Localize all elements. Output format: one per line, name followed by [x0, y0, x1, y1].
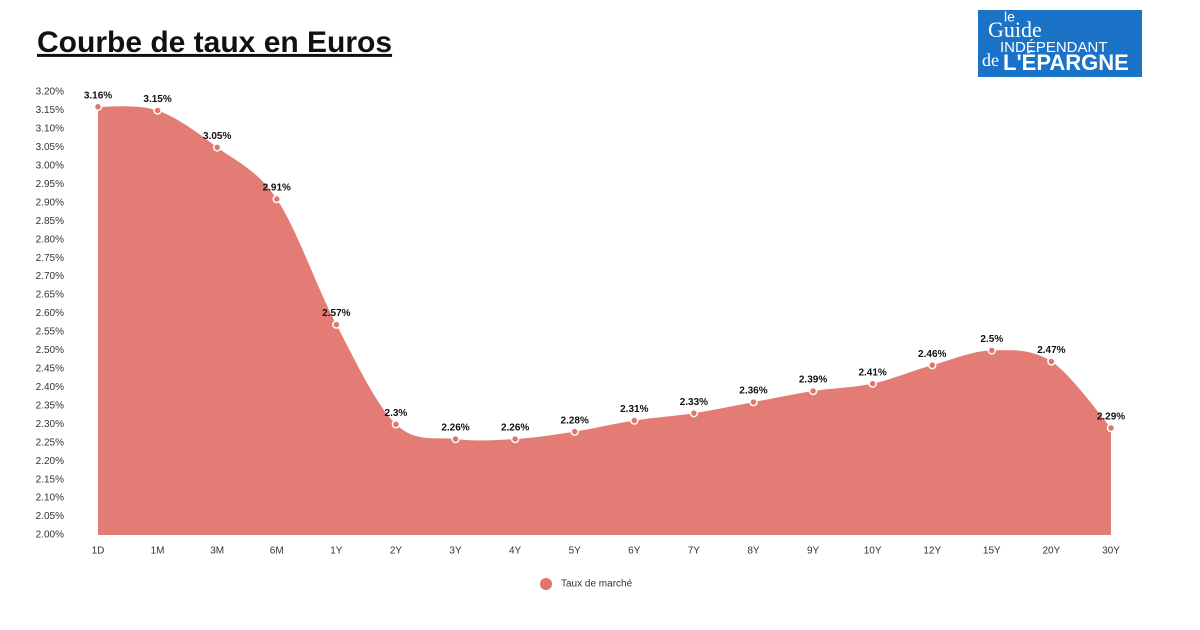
- y-tick-label: 2.15%: [36, 474, 64, 485]
- y-tick-label: 2.00%: [36, 530, 64, 541]
- x-tick-label: 6M: [270, 546, 284, 557]
- point: [451, 434, 460, 444]
- x-tick-label: 15Y: [983, 546, 1001, 557]
- point: [689, 408, 699, 418]
- legend-marker: [540, 578, 552, 590]
- y-tick-label: 2.60%: [36, 308, 64, 319]
- y-tick-label: 3.20%: [36, 87, 64, 98]
- point: [510, 434, 520, 444]
- logo: le Guide INDÉPENDANT de L'ÉPARGNE: [978, 9, 1142, 77]
- y-tick-label: 2.30%: [36, 419, 64, 430]
- data-label: 2.47%: [1037, 345, 1065, 356]
- point: [1047, 357, 1056, 366]
- y-tick-label: 2.40%: [36, 382, 64, 393]
- logo-box: [978, 10, 1142, 77]
- point: [93, 102, 103, 112]
- y-tick-label: 2.25%: [36, 437, 64, 448]
- logo-text: de: [982, 50, 999, 70]
- logo-text: Guide: [988, 17, 1042, 42]
- data-label: 2.57%: [322, 308, 350, 319]
- y-tick-label: 3.10%: [36, 124, 64, 135]
- data-label: 2.5%: [980, 334, 1003, 345]
- data-label: 2.33%: [680, 397, 708, 408]
- data-label: 2.36%: [739, 386, 767, 397]
- x-tick-label: 30Y: [1102, 546, 1120, 557]
- x-tick-label: 2Y: [390, 546, 403, 557]
- x-tick-label: 1D: [92, 546, 105, 557]
- point: [153, 106, 162, 115]
- x-tick-label: 5Y: [569, 546, 582, 557]
- data-label: 3.05%: [203, 131, 231, 142]
- point: [332, 320, 341, 329]
- y-tick-label: 2.05%: [36, 511, 64, 522]
- y-tick-label: 2.35%: [36, 400, 64, 411]
- y-tick-label: 2.70%: [36, 271, 64, 282]
- y-tick-label: 2.65%: [36, 290, 64, 301]
- point: [1106, 423, 1116, 433]
- y-tick-label: 3.00%: [36, 160, 64, 171]
- logo-text: le: [1004, 9, 1015, 25]
- data-label: 3.16%: [84, 90, 112, 101]
- y-tick-label: 2.50%: [36, 345, 64, 356]
- y-tick-label: 3.05%: [36, 142, 64, 153]
- y-tick-label: 2.80%: [36, 234, 64, 245]
- y-tick-label: 2.95%: [36, 179, 64, 190]
- data-label: 2.39%: [799, 375, 827, 386]
- x-tick-label: 3M: [210, 546, 224, 557]
- point: [391, 420, 401, 429]
- data-label: 2.26%: [441, 423, 469, 434]
- y-tick-label: 2.75%: [36, 253, 64, 264]
- data-label: 2.31%: [620, 404, 648, 415]
- point: [749, 397, 758, 407]
- data-label: 2.46%: [918, 349, 946, 360]
- logo-text: INDÉPENDANT: [1000, 39, 1108, 56]
- y-tick-label: 2.55%: [36, 327, 64, 338]
- data-label: 2.29%: [1097, 412, 1125, 423]
- x-tick-label: 20Y: [1043, 546, 1061, 557]
- x-tick-label: 9Y: [807, 546, 820, 557]
- y-tick-label: 2.10%: [36, 493, 64, 504]
- area: [98, 106, 1111, 535]
- y-tick-label: 3.15%: [36, 105, 64, 116]
- data-label: 3.15%: [143, 94, 171, 105]
- x-tick-label: 10Y: [864, 546, 882, 557]
- x-tick-label: 1Y: [330, 546, 343, 557]
- data-label: 2.3%: [385, 408, 408, 419]
- y-tick-label: 2.85%: [36, 216, 64, 227]
- point: [808, 386, 818, 396]
- data-label: 2.28%: [561, 415, 589, 426]
- point: [987, 346, 997, 355]
- y-tick-label: 2.90%: [36, 197, 64, 208]
- chart-title: Courbe de taux en Euros: [37, 26, 392, 59]
- legend-label: Taux de marché: [561, 579, 633, 590]
- data-label: 2.41%: [858, 367, 886, 378]
- point: [212, 143, 222, 152]
- point: [570, 427, 579, 436]
- point: [868, 379, 877, 388]
- x-tick-label: 12Y: [923, 546, 941, 557]
- x-tick-label: 3Y: [449, 546, 462, 557]
- x-tick-label: 4Y: [509, 546, 522, 557]
- y-tick-label: 2.45%: [36, 364, 64, 375]
- point: [630, 416, 639, 425]
- x-tick-label: 8Y: [747, 546, 760, 557]
- logo-text: L'ÉPARGNE: [1003, 50, 1129, 75]
- point: [927, 360, 937, 370]
- x-tick-label: 7Y: [688, 546, 701, 557]
- x-tick-label: 1M: [151, 546, 165, 557]
- data-label: 2.91%: [263, 183, 291, 194]
- y-tick-label: 2.20%: [36, 456, 64, 467]
- x-tick-label: 6Y: [628, 546, 641, 557]
- data-label: 2.26%: [501, 423, 529, 434]
- point: [272, 194, 282, 204]
